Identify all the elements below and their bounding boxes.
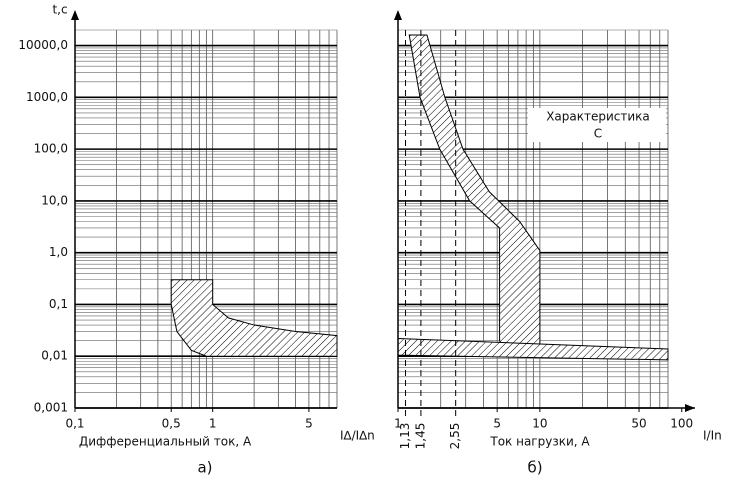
caption: а) — [197, 459, 212, 477]
x-tick-label: 100 — [670, 417, 693, 431]
x-axis-unit: I∆/I∆n — [340, 429, 375, 443]
y-tick-label: 0,001 — [34, 401, 68, 415]
y-tick-label: 0,1 — [49, 297, 68, 311]
x-tick-label: 10 — [532, 417, 547, 431]
x-tick-label: 1,45 — [413, 423, 427, 450]
y-tick-label: 1000,0 — [26, 90, 68, 104]
x-tick-label: 5 — [493, 417, 501, 431]
y-tick-label: 10,0 — [41, 193, 68, 207]
annotation-bg — [528, 108, 666, 142]
x-tick-label: 1 — [209, 417, 217, 431]
y-tick-label: 1,0 — [49, 245, 68, 259]
x-tick-label: 1,13 — [398, 423, 412, 450]
y-axis-label: t,c — [52, 3, 67, 17]
x-tick-label: 5 — [305, 417, 313, 431]
x-tick-label: 2,55 — [448, 423, 462, 450]
x-tick-label: 0,1 — [65, 417, 84, 431]
x-axis-unit: I/In — [703, 429, 722, 443]
y-tick-label: 100,0 — [34, 142, 68, 156]
y-tick-label: 10000,0 — [18, 38, 68, 52]
hatched-region — [170, 279, 338, 357]
y-tick-label: 0,01 — [41, 349, 68, 363]
axis-arrow — [71, 10, 79, 20]
annotation: Характеристика — [546, 110, 650, 124]
axis-arrow — [685, 404, 695, 412]
x-tick-label: 50 — [631, 417, 646, 431]
caption: б) — [527, 459, 542, 477]
x-tick-label: 0,5 — [162, 417, 181, 431]
annotation: С — [594, 127, 602, 141]
x-tick-label: 1 — [394, 417, 402, 431]
x-axis-label: Дифференциальный ток, А — [79, 435, 252, 449]
axis-arrow — [394, 10, 402, 20]
x-axis-label: Ток нагрузки, А — [489, 435, 590, 449]
